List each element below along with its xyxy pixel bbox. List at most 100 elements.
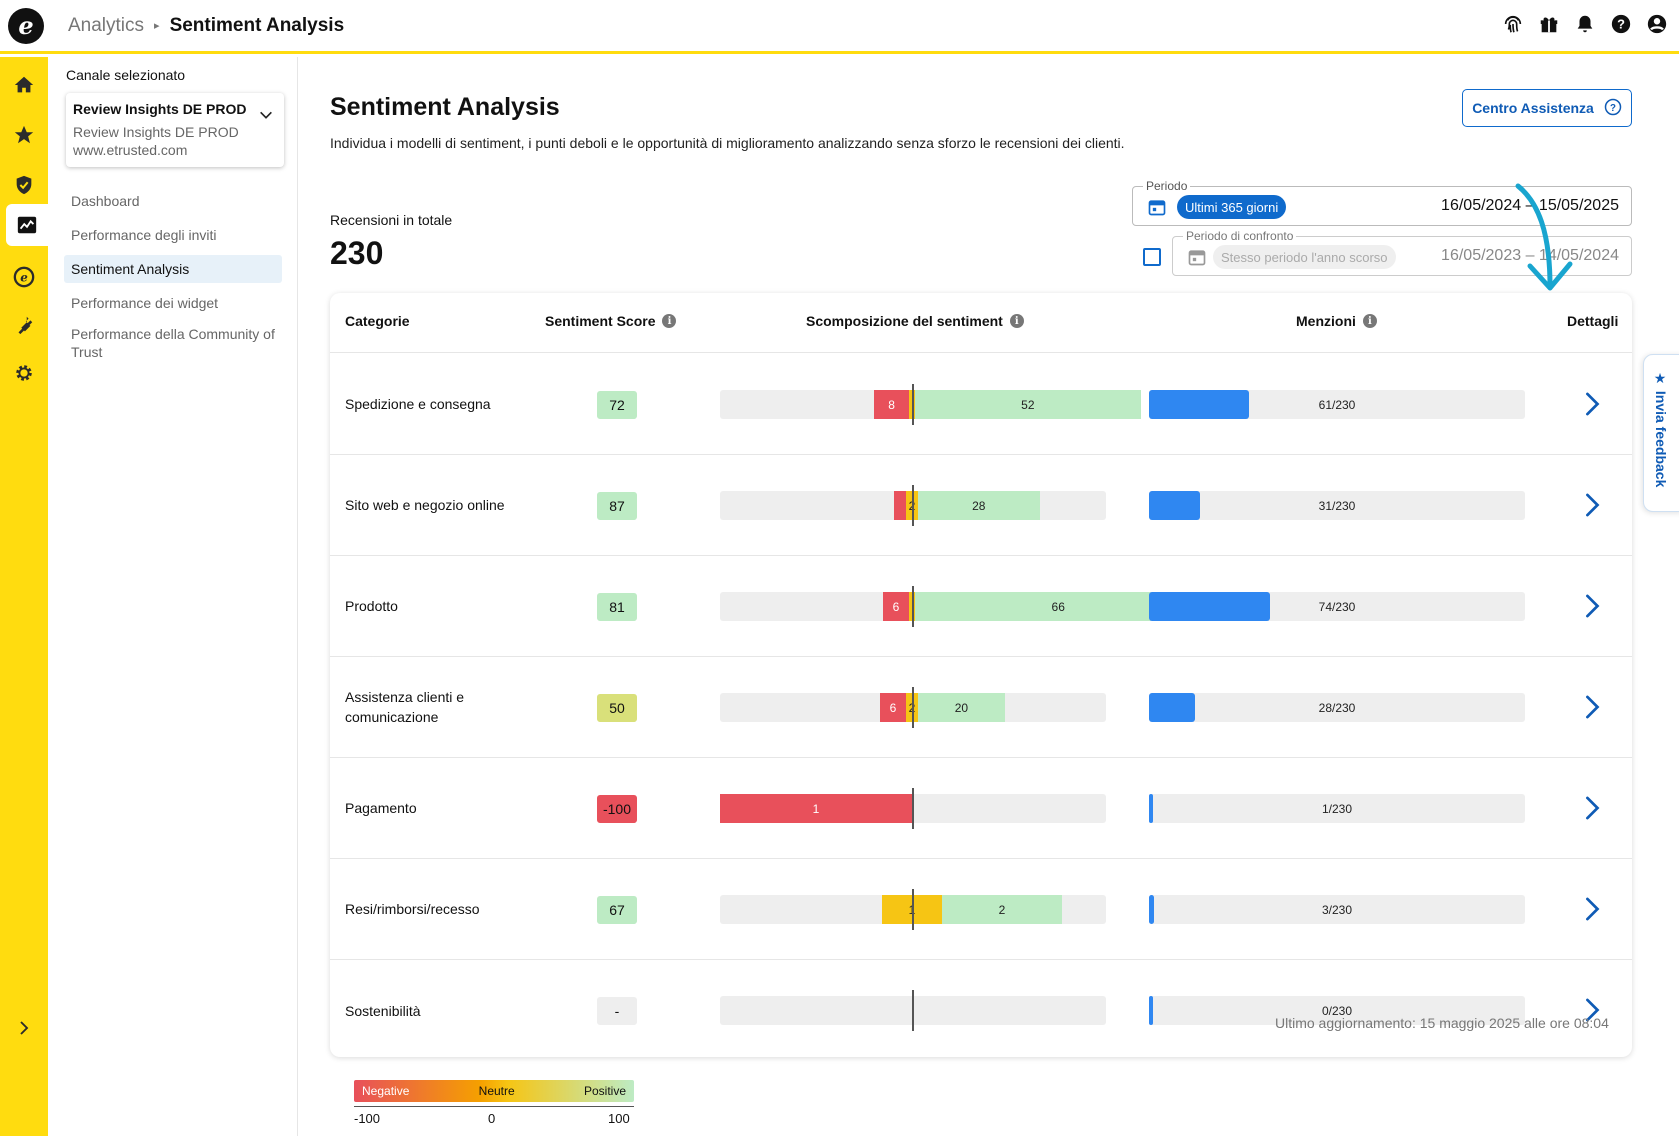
table-row[interactable]: Assistenza clienti e comunicazione 50 6220… <box>330 657 1632 758</box>
header-breakdown-label: Scomposizione del sentiment <box>806 313 1003 329</box>
category-name: Assistenza clienti e comunicazione <box>345 689 465 725</box>
compare-checkbox[interactable] <box>1143 248 1161 266</box>
mentions-fill <box>1149 895 1154 924</box>
etrusted-e-icon[interactable]: e <box>8 261 40 293</box>
sentiment-score-badge: -100 <box>597 795 637 823</box>
category-name: Prodotto <box>345 598 398 614</box>
sentiment-score-badge: 87 <box>597 492 637 520</box>
plug-icon[interactable] <box>8 309 40 341</box>
help-icon[interactable]: ? <box>1609 12 1633 36</box>
shield-icon[interactable] <box>8 169 40 201</box>
legend-negative: Negative <box>362 1084 410 1098</box>
header-score: Sentiment Score i <box>545 313 677 329</box>
details-chevron-icon[interactable] <box>1578 592 1606 620</box>
period-range: 16/05/2024 – 15/05/2025 <box>1441 197 1619 214</box>
channel-url: www.etrusted.com <box>73 142 188 158</box>
details-chevron-icon[interactable] <box>1578 895 1606 923</box>
compare-period-label: Periodo di confronto <box>1183 229 1297 243</box>
category-name: Sito web e negozio online <box>345 497 505 513</box>
table-row[interactable]: Resi/rimborsi/recesso 67 12 3/230 <box>330 859 1632 960</box>
breadcrumb-current: Sentiment Analysis <box>169 14 345 36</box>
period-label: Periodo <box>1143 179 1191 193</box>
zero-line <box>912 687 914 728</box>
star-icon[interactable] <box>8 119 40 151</box>
details-chevron-icon[interactable] <box>1578 693 1606 721</box>
table-row[interactable]: Spedizione e consegna 72 8 52 61/230 <box>330 354 1632 455</box>
period-preset-chip[interactable]: Ultimi 365 giorni <box>1177 195 1287 219</box>
help-center-button[interactable]: Centro Assistenza ? <box>1462 89 1632 127</box>
total-reviews-label: Recensioni in totale <box>330 212 453 228</box>
zero-line <box>912 889 914 930</box>
header-details-label: Dettagli <box>1567 313 1619 329</box>
bell-icon[interactable] <box>1573 12 1597 36</box>
zero-line <box>912 990 914 1031</box>
page-subtitle: Individua i modelli di sentiment, i punt… <box>330 135 1125 151</box>
channel-selector[interactable]: Review Insights DE PROD Review Insights … <box>66 93 284 167</box>
analytics-icon[interactable] <box>6 204 48 246</box>
last-updated: Ultimo aggiornamento: 15 maggio 2025 all… <box>1275 1015 1609 1031</box>
table-row[interactable]: Sito web e negozio online 87 228 31/230 <box>330 455 1632 556</box>
mentions-bar: 3/230 <box>1149 895 1525 924</box>
negative-segment: 8 <box>874 390 909 419</box>
mentions-bar: 31/230 <box>1149 491 1525 520</box>
sidebar-item-community-of-trust[interactable]: Performance della Community of Trust <box>71 326 275 360</box>
page-title: Sentiment Analysis <box>330 93 560 121</box>
expand-chevron-icon[interactable] <box>8 1012 40 1044</box>
compare-period-range: 16/05/2023 – 14/05/2024 <box>1441 247 1619 264</box>
mentions-fill <box>1149 491 1200 520</box>
compare-period-picker[interactable]: Periodo di confronto Stesso periodo l'an… <box>1172 229 1632 276</box>
compare-preset-chip[interactable]: Stesso periodo l'anno scorso <box>1213 245 1396 269</box>
etrusted-logo[interactable]: e <box>8 7 44 44</box>
gear-icon[interactable] <box>8 357 40 389</box>
fingerprint-icon[interactable] <box>1501 12 1525 36</box>
top-bar: e Analytics ▸ Sentiment Analysis ? <box>0 0 1679 54</box>
sidebar: Canale selezionato Review Insights DE PR… <box>48 57 298 1136</box>
info-icon[interactable]: i <box>1009 314 1024 328</box>
sidebar-item-dashboard[interactable]: Dashboard <box>71 193 140 209</box>
feedback-label: ★ Invia feedback <box>1653 371 1669 488</box>
negative-segment: 6 <box>882 592 909 621</box>
legend-min: -100 <box>354 1111 381 1126</box>
mentions-bar: 61/230 <box>1149 390 1525 419</box>
header-category-label: Categorie <box>345 313 410 329</box>
total-reviews-value: 230 <box>330 235 384 271</box>
sentiment-breakdown-bar: 8 52 <box>720 384 1141 425</box>
details-chevron-icon[interactable] <box>1578 794 1606 822</box>
gift-icon[interactable] <box>1537 12 1561 36</box>
account-icon[interactable] <box>1645 12 1669 36</box>
channel-title: Review Insights DE PROD <box>73 101 247 117</box>
details-chevron-icon[interactable] <box>1578 390 1606 418</box>
legend-max: 100 <box>608 1111 630 1126</box>
table-row[interactable]: Sostenibilità - 0/230 <box>330 960 1632 1061</box>
mentions-bar: 1/230 <box>1149 794 1525 823</box>
sidebar-item-sentiment-analysis[interactable]: Sentiment Analysis <box>64 255 282 283</box>
breadcrumb-analytics[interactable]: Analytics <box>68 14 145 36</box>
sentiment-score-badge: 81 <box>597 593 637 621</box>
mentions-fill <box>1149 693 1195 722</box>
details-chevron-icon[interactable] <box>1578 996 1606 1024</box>
header-mentions: Menzioni i <box>1296 313 1377 329</box>
table-header: Categorie Sentiment Score i Scomposizione… <box>330 293 1632 353</box>
mentions-bar: 28/230 <box>1149 693 1525 722</box>
info-icon[interactable]: i <box>662 314 677 328</box>
sidebar-item-widget-performance[interactable]: Performance dei widget <box>71 295 219 311</box>
annotation-arrow-icon <box>1515 183 1573 291</box>
home-icon[interactable] <box>8 69 40 101</box>
table-row[interactable]: Prodotto 81 6 66 74/230 <box>330 556 1632 657</box>
mentions-fill <box>1149 996 1153 1025</box>
table-row[interactable]: Pagamento -100 1 1/230 <box>330 758 1632 859</box>
period-picker[interactable]: Periodo Ultimi 365 giorni 16/05/2024 – 1… <box>1132 179 1632 226</box>
positive-segment: 52 <box>915 390 1141 419</box>
positive-segment: 2 <box>942 895 1062 924</box>
zero-line <box>912 788 914 829</box>
mentions-count: 74/230 <box>1318 599 1356 614</box>
details-chevron-icon[interactable] <box>1578 491 1606 519</box>
negative-segment <box>894 491 906 520</box>
info-icon[interactable]: i <box>1362 314 1377 328</box>
sidebar-item-invite-performance[interactable]: Performance degli inviti <box>71 227 217 243</box>
legend-positive: Positive <box>583 1084 626 1098</box>
feedback-tab[interactable]: ★ Invia feedback <box>1643 354 1679 512</box>
sentiment-breakdown-bar: 6 66 <box>720 586 1202 627</box>
mentions-count: 1/230 <box>1321 801 1353 816</box>
legend-scale: -100 0 100 <box>354 1106 634 1126</box>
